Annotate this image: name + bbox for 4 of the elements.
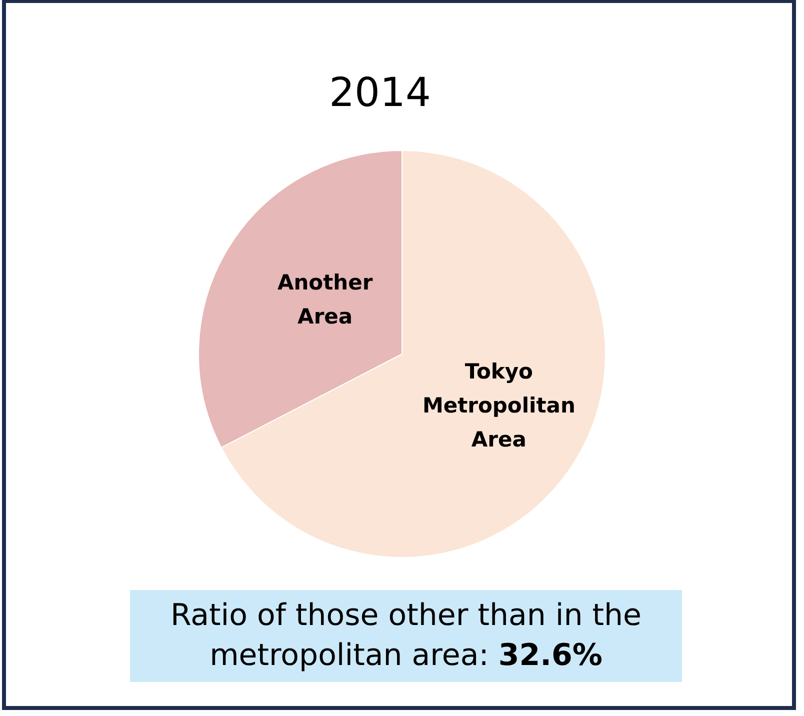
slice-label: Tokyo Metropolitan Area <box>422 359 576 452</box>
slice-label: Another Area <box>277 270 374 329</box>
text: Ratio of those other than in the metropolitan area: 32.6% <box>169 597 643 675</box>
chart-title: 2014 <box>328 70 432 116</box>
